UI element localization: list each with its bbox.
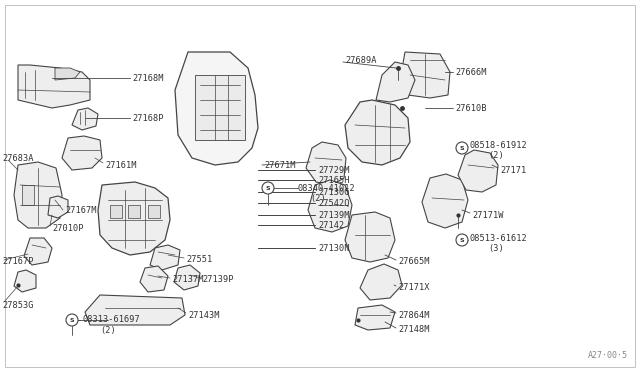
Text: (2): (2) (100, 326, 116, 334)
Polygon shape (14, 162, 62, 228)
Text: 27168M: 27168M (132, 74, 163, 83)
Polygon shape (345, 100, 410, 165)
Text: A27·00·5: A27·00·5 (588, 351, 628, 360)
Text: 08513-61612: 08513-61612 (470, 234, 528, 243)
Polygon shape (72, 108, 98, 130)
Circle shape (456, 234, 468, 246)
Text: 27171: 27171 (500, 166, 526, 174)
Polygon shape (308, 180, 352, 232)
Text: 27542Q: 27542Q (318, 199, 349, 208)
Text: 27551: 27551 (186, 256, 212, 264)
Text: 27130G: 27130G (318, 187, 349, 196)
Polygon shape (48, 196, 68, 218)
Text: 27665M: 27665M (398, 257, 429, 266)
Polygon shape (14, 270, 36, 292)
Polygon shape (62, 136, 102, 170)
Circle shape (262, 182, 274, 194)
Circle shape (456, 142, 468, 154)
Text: S: S (460, 237, 464, 243)
Polygon shape (458, 150, 498, 192)
Polygon shape (195, 75, 245, 140)
Text: 27171X: 27171X (398, 283, 429, 292)
Circle shape (66, 314, 78, 326)
Text: 27168P: 27168P (132, 113, 163, 122)
Text: 08518-61912: 08518-61912 (470, 141, 528, 150)
Text: S: S (266, 186, 270, 190)
Polygon shape (376, 62, 415, 102)
Polygon shape (400, 52, 450, 98)
Polygon shape (345, 212, 395, 262)
Text: 27161M: 27161M (105, 160, 136, 170)
Text: 27148M: 27148M (398, 326, 429, 334)
Polygon shape (128, 205, 140, 218)
Polygon shape (148, 205, 160, 218)
Text: 27167M: 27167M (65, 205, 97, 215)
Polygon shape (22, 185, 34, 205)
Text: 27137M: 27137M (172, 276, 204, 285)
Text: (2): (2) (488, 151, 504, 160)
Text: (3): (3) (488, 244, 504, 253)
Polygon shape (18, 65, 90, 108)
Text: 27010P: 27010P (52, 224, 83, 232)
Text: 27729M: 27729M (318, 166, 349, 174)
Polygon shape (98, 182, 170, 255)
Polygon shape (306, 142, 346, 185)
Text: 27167P: 27167P (2, 257, 33, 266)
Text: 27142: 27142 (318, 221, 344, 230)
Polygon shape (55, 68, 80, 80)
Text: 27671M: 27671M (264, 160, 296, 170)
Text: 08313-61697: 08313-61697 (82, 315, 140, 324)
Text: 27610B: 27610B (455, 103, 486, 112)
Text: 27853G: 27853G (2, 301, 33, 310)
Text: 27864M: 27864M (398, 311, 429, 320)
Polygon shape (174, 265, 200, 290)
Polygon shape (360, 264, 402, 300)
Text: 27130N: 27130N (318, 244, 349, 253)
Polygon shape (355, 305, 395, 330)
Polygon shape (24, 238, 52, 265)
Text: S: S (460, 145, 464, 151)
Polygon shape (422, 174, 468, 228)
Text: (2): (2) (310, 193, 326, 202)
Text: 27666M: 27666M (455, 67, 486, 77)
Text: 08340-41012: 08340-41012 (298, 183, 356, 192)
Polygon shape (175, 52, 258, 165)
Text: 27689A: 27689A (345, 55, 376, 64)
Polygon shape (150, 245, 180, 270)
Text: 27143M: 27143M (188, 311, 220, 320)
Polygon shape (140, 266, 168, 292)
Text: 27139M: 27139M (318, 211, 349, 219)
Polygon shape (85, 295, 185, 325)
Polygon shape (110, 205, 122, 218)
Text: 27171W: 27171W (472, 211, 504, 219)
Text: S: S (70, 317, 74, 323)
Text: 27139P: 27139P (202, 276, 234, 285)
Text: 27683A: 27683A (2, 154, 33, 163)
Text: 27165H: 27165H (318, 176, 349, 185)
